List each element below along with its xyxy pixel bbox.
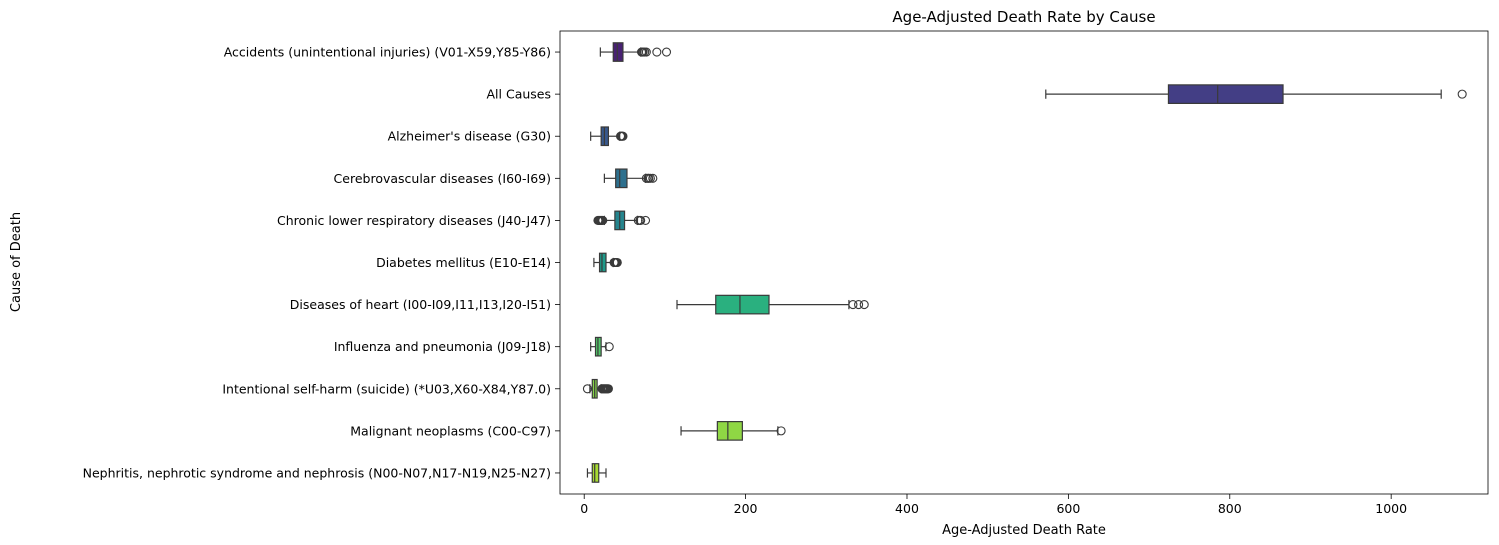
outlier-point [641, 47, 651, 57]
y-tick-label: Diabetes mellitus (E10-E14) [376, 255, 551, 270]
outlier-point [618, 131, 628, 141]
box [591, 463, 600, 483]
box-group [593, 252, 622, 273]
y-tick-label: Alzheimer's disease (G30) [388, 129, 551, 144]
outlier-point [636, 215, 646, 225]
outlier-point [848, 300, 858, 310]
outlier-point [604, 342, 614, 352]
box-group [593, 210, 651, 231]
y-tick-label: Chronic lower respiratory diseases (J40-… [277, 213, 551, 228]
x-tick-label: 0 [580, 501, 588, 516]
outlier-point [776, 426, 786, 436]
box [615, 168, 628, 189]
plot-frame [559, 30, 1489, 495]
y-tick-label: Nephritis, nephrotic syndrome and nephro… [83, 465, 551, 480]
chart-title: Age-Adjusted Death Rate by Cause [892, 8, 1155, 26]
y-tick-label: Malignant neoplasms (C00-C97) [350, 423, 551, 438]
outlier-point [661, 47, 672, 57]
outlier-point [603, 384, 613, 394]
x-tick-label: 200 [734, 501, 758, 516]
outlier-point [598, 215, 608, 225]
box [1167, 84, 1284, 104]
y-axis-label: Cause of Death [9, 212, 24, 312]
box [716, 421, 743, 441]
outlier-point [648, 173, 658, 183]
box-group [676, 294, 869, 315]
box-group [586, 463, 607, 483]
y-tick-label: Accidents (unintentional injuries) (V01-… [224, 45, 551, 60]
y-axis: Accidents (unintentional injuries) (V01-… [83, 45, 560, 480]
box-group [603, 168, 658, 189]
x-tick-label: 1000 [1375, 501, 1407, 516]
y-tick-label: Cerebrovascular diseases (I60-I69) [334, 171, 551, 186]
x-tick-label: 600 [1056, 501, 1080, 516]
box [598, 252, 607, 273]
box-group [590, 126, 628, 147]
outlier-point [652, 47, 662, 57]
outlier-point [645, 173, 655, 183]
x-axis: 0 200 400 600 800 1000 [580, 494, 1407, 516]
outlier-point [1457, 89, 1467, 99]
y-tick-label: All Causes [487, 87, 552, 102]
box-group [1045, 84, 1467, 104]
x-axis-label: Age-Adjusted Death Rate [942, 523, 1106, 538]
box-group [590, 336, 614, 357]
outlier-point [859, 300, 869, 310]
y-tick-label: Intentional self-harm (suicide) (*U03,X6… [222, 381, 551, 396]
box-group [599, 42, 672, 62]
outlier-point [612, 257, 622, 268]
box [715, 294, 770, 315]
box [612, 42, 624, 62]
box-group [582, 378, 613, 399]
outlier-point [854, 300, 864, 310]
outlier-point [640, 215, 651, 225]
x-tick-label: 400 [895, 501, 919, 516]
box-group [680, 421, 786, 441]
plot-area [582, 42, 1467, 483]
x-tick-label: 800 [1218, 501, 1242, 516]
y-tick-label: Diseases of heart (I00-I09,I11,I13,I20-I… [290, 297, 551, 312]
y-tick-label: Influenza and pneumonia (J09-J18) [334, 339, 551, 354]
outlier-point [582, 384, 592, 394]
